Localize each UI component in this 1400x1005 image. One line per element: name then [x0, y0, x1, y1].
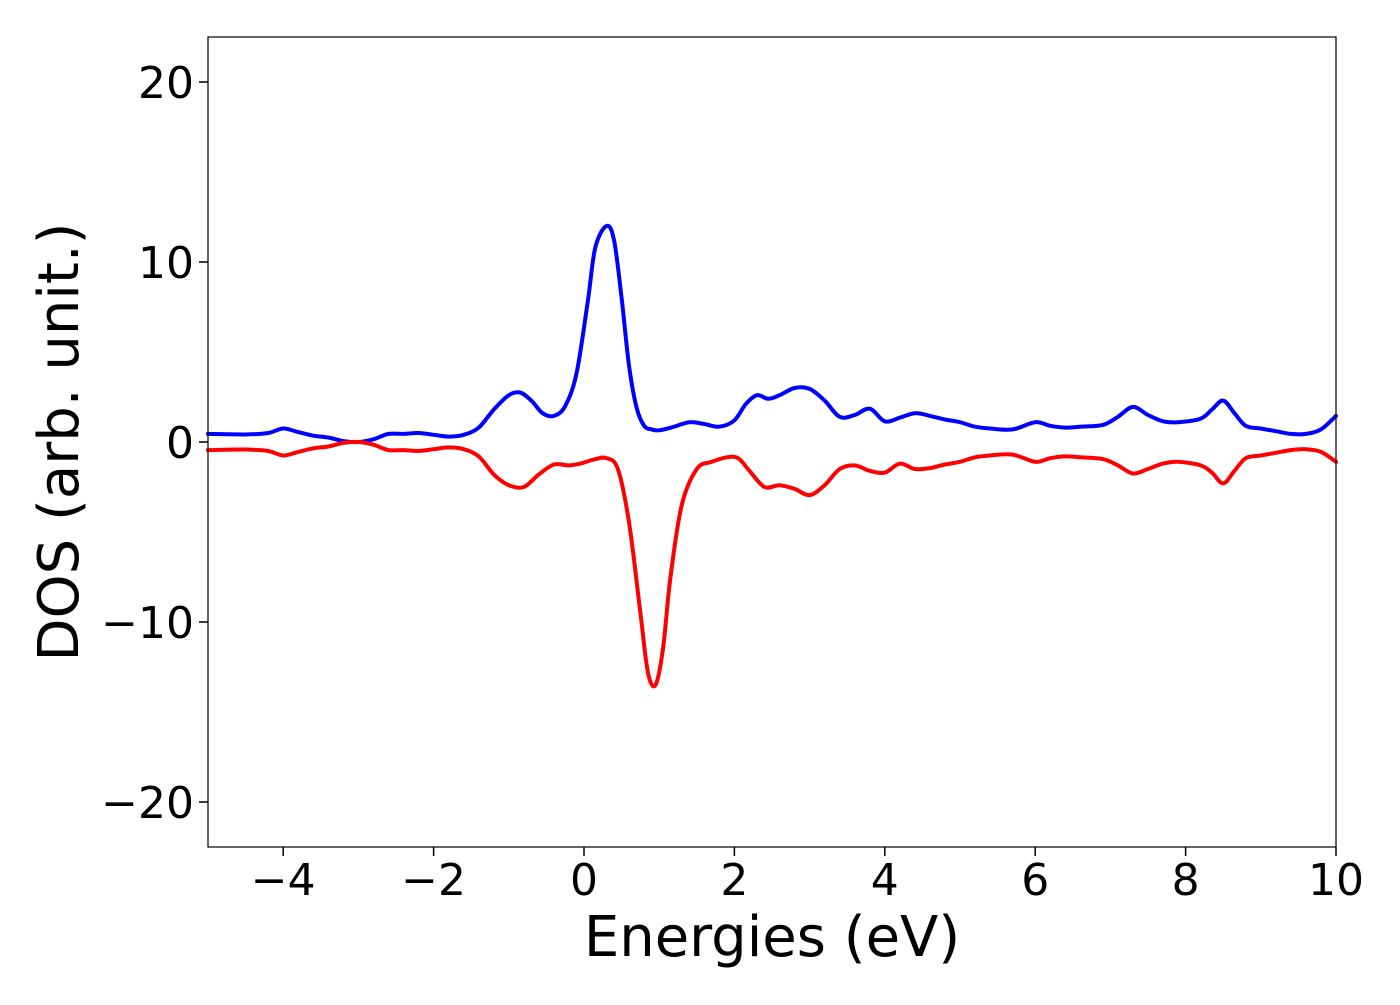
plot-lines [206, 223, 1338, 689]
x-axis-ticks: −4 −2 0 2 4 6 8 10 [251, 847, 1364, 906]
plot-frame [207, 36, 1337, 848]
y-axis-ticks: −20 −10 0 10 20 [101, 58, 208, 829]
y-axis-title: DOS (arb. unit.) [27, 222, 92, 661]
series-line-2 [206, 439, 1338, 689]
x-axis-title: Energies (eV) [584, 905, 960, 970]
x-tick-label: 8 [1172, 855, 1200, 906]
y-tick-label: −10 [101, 598, 194, 649]
y-tick-label: 0 [166, 418, 194, 469]
x-tick-label: −4 [251, 855, 316, 906]
x-tick-label: 10 [1308, 855, 1364, 906]
x-tick-label: 0 [570, 855, 598, 906]
x-tick-label: 4 [871, 855, 899, 906]
y-tick-label: 10 [138, 238, 194, 289]
x-tick-label: −2 [401, 855, 466, 906]
y-tick-label: 20 [138, 58, 194, 109]
y-tick-label: −20 [101, 778, 194, 829]
series-line-1 [206, 223, 1338, 445]
x-tick-label: 6 [1021, 855, 1049, 906]
x-tick-label: 2 [720, 855, 748, 906]
